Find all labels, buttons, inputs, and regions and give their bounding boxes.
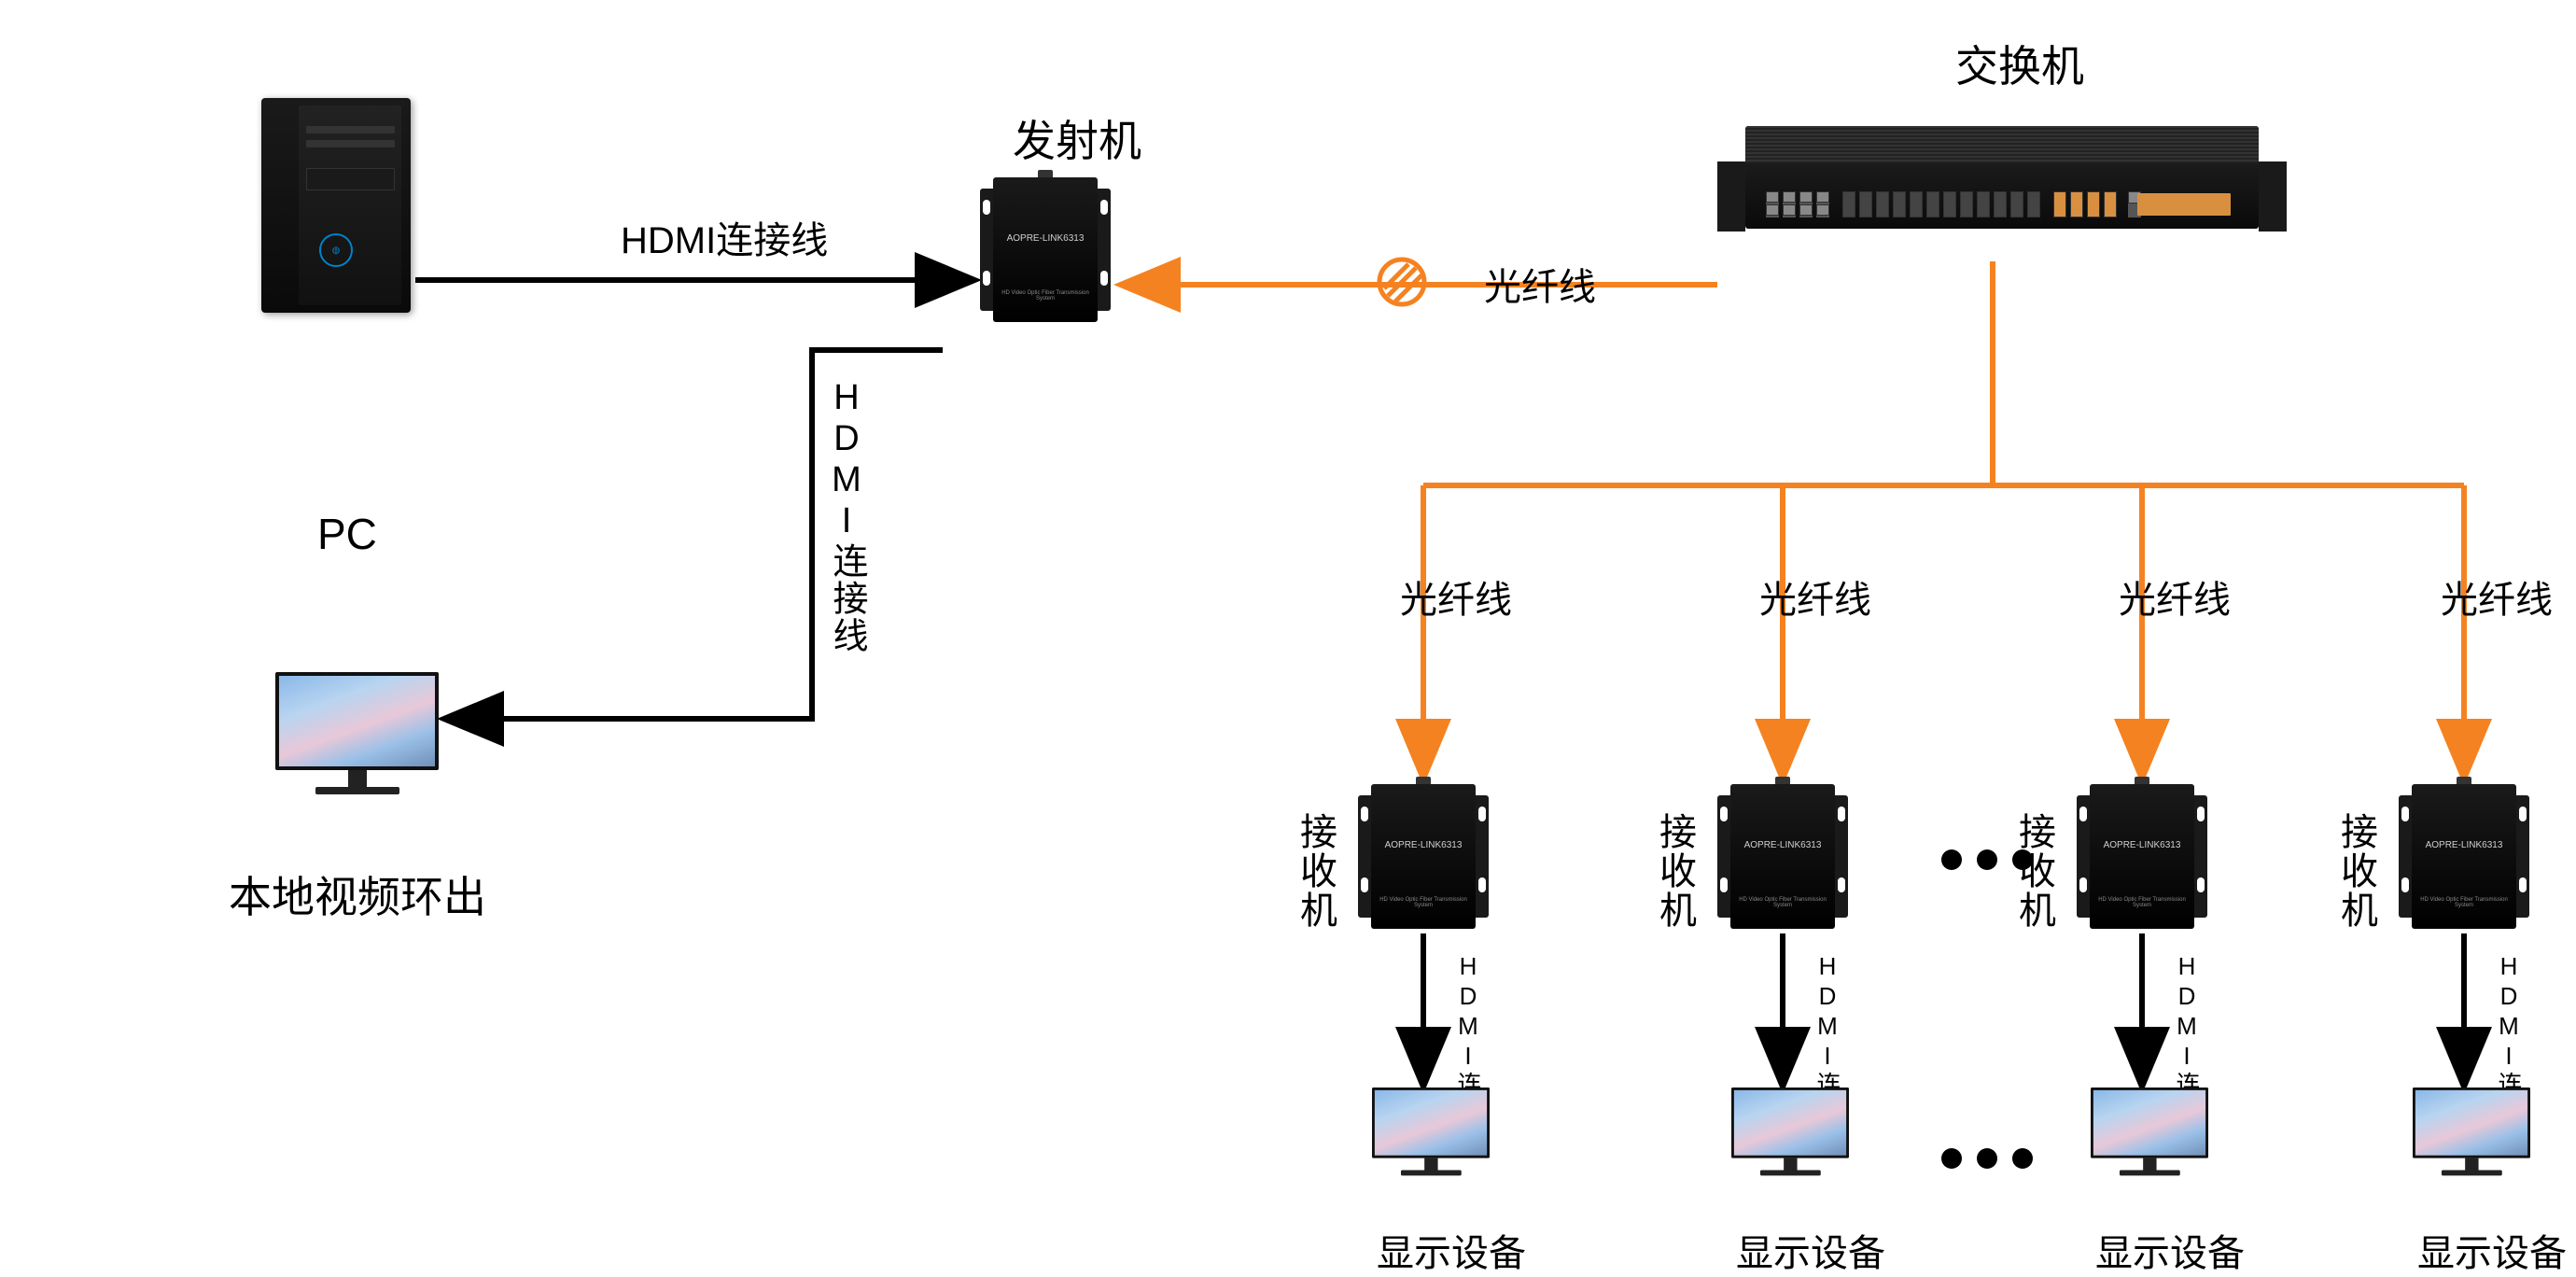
display-monitor-0 (1372, 1088, 1490, 1178)
display-label-3: 显示设备 (2417, 1223, 2567, 1277)
pc-label: PC (317, 509, 377, 559)
receiver-label-0: 接收机 (1288, 812, 1342, 930)
fiber-label-0: 光纤线 (1400, 569, 1512, 624)
device-model-label: AOPRE-LINK6313 (2090, 840, 2194, 850)
device-sub-label: HD Video Optic Fiber Transmission System (2090, 897, 2194, 908)
fiber-label-1: 光纤线 (1759, 569, 1871, 624)
display-monitor-1 (1731, 1088, 1849, 1178)
device-model-label: AOPRE-LINK6313 (2412, 840, 2516, 850)
display-label-0: 显示设备 (1377, 1223, 1526, 1277)
fiber-label-main: 光纤线 (1484, 257, 1596, 311)
ellipsis-lower (1941, 1148, 2033, 1169)
receiver-label-2: 接收机 (2007, 812, 2061, 930)
display-label-2: 显示设备 (2095, 1223, 2245, 1277)
hdmi-cable-label: HDMI连接线 (621, 210, 828, 264)
display-monitor-2 (2091, 1088, 2208, 1178)
device-model-label: AOPRE-LINK6313 (1730, 840, 1835, 850)
receiver-label-1: 接收机 (1647, 812, 1701, 930)
fiber-label-3: 光纤线 (2441, 569, 2553, 624)
display-monitor-3 (2413, 1088, 2530, 1178)
fiber-coil-icon (1377, 257, 1428, 308)
device-sub-label: HD Video Optic Fiber Transmission System (1730, 897, 1835, 908)
device-model-label: AOPRE-LINK6313 (1371, 840, 1476, 850)
ellipsis-upper (1941, 849, 2033, 870)
device-sub-label: HD Video Optic Fiber Transmission System (993, 290, 1098, 302)
receiver-box-0: AOPRE-LINK6313 HD Video Optic Fiber Tran… (1358, 784, 1489, 929)
receiver-box-1: AOPRE-LINK6313 HD Video Optic Fiber Tran… (1717, 784, 1848, 929)
receiver-box-3: AOPRE-LINK6313 HD Video Optic Fiber Tran… (2399, 784, 2529, 929)
hdmi-cable-vertical-label: HDMI连接线 (821, 378, 873, 654)
device-model-label: AOPRE-LINK6313 (993, 233, 1098, 244)
diagram-canvas: ◍ PC HDMI连接线 发射机 AOPRE-LINK6313 HD Video… (0, 0, 2576, 1272)
display-label-1: 显示设备 (1736, 1223, 1885, 1277)
local-loop-label: 本地视频环出 (229, 863, 486, 925)
receiver-box-2: AOPRE-LINK6313 HD Video Optic Fiber Tran… (2077, 784, 2207, 929)
switch-label: 交换机 (1955, 33, 2084, 94)
network-switch (1745, 126, 2259, 252)
local-monitor (275, 672, 439, 798)
receiver-label-3: 接收机 (2329, 812, 2383, 930)
transmitter-box: AOPRE-LINK6313 HD Video Optic Fiber Tran… (980, 177, 1111, 322)
pc-tower: ◍ (261, 98, 411, 313)
fiber-label-2: 光纤线 (2119, 569, 2231, 624)
transmitter-label: 发射机 (1013, 107, 1141, 169)
device-sub-label: HD Video Optic Fiber Transmission System (2412, 897, 2516, 908)
device-sub-label: HD Video Optic Fiber Transmission System (1371, 897, 1476, 908)
